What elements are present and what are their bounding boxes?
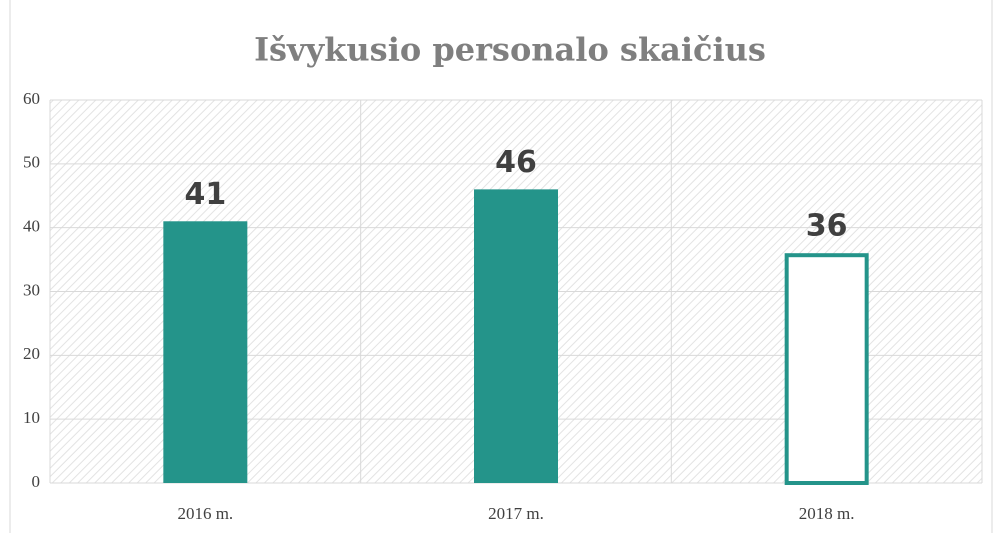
x-tick-label: 2016 m. xyxy=(177,504,233,523)
x-tick-label: 2017 m. xyxy=(488,504,544,523)
data-label: 46 xyxy=(495,145,537,180)
bar xyxy=(474,189,558,483)
y-tick-label: 60 xyxy=(23,89,40,108)
y-tick-label: 50 xyxy=(23,153,40,172)
data-label: 41 xyxy=(184,177,226,212)
y-tick-label: 20 xyxy=(23,344,40,363)
data-label: 36 xyxy=(806,209,848,244)
bar xyxy=(163,221,248,484)
y-tick-label: 30 xyxy=(23,280,40,299)
y-tick-label: 40 xyxy=(23,217,40,236)
x-tick-label: 2018 m. xyxy=(799,504,855,523)
y-tick-label: 10 xyxy=(23,408,40,427)
chart-frame xyxy=(9,0,993,533)
y-tick-label: 0 xyxy=(32,472,41,491)
bar xyxy=(784,253,869,485)
chart-title: Išvykusio personalo skaičius xyxy=(254,31,766,69)
